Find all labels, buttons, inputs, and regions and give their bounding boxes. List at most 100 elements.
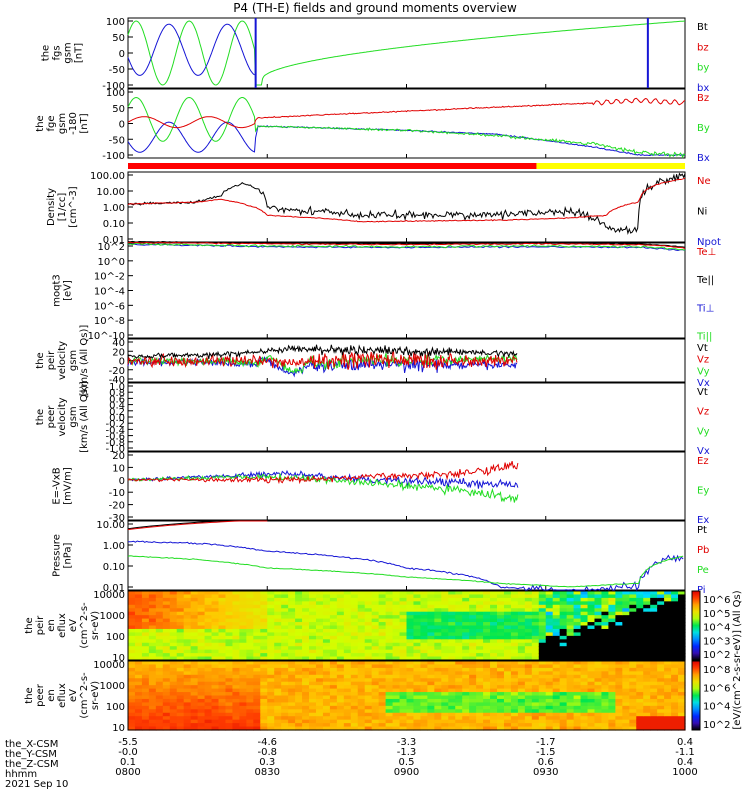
spectrogram-peir-cell — [476, 642, 484, 647]
spectrogram-peir-cell — [176, 615, 185, 620]
y-axis-label-8-1: [nPa] — [63, 542, 74, 568]
y-tick-label-6-0: 1.0 — [109, 382, 125, 393]
spectrogram-peir-cell — [608, 611, 616, 616]
spectrogram-peir-cell — [392, 632, 401, 637]
spectrogram-peir-cell — [594, 656, 603, 661]
spectrogram-peir-cell — [211, 653, 220, 658]
spectrogram-peer-cell — [267, 681, 275, 686]
spectrogram-peir-cell — [134, 642, 143, 647]
spectrogram-peir-cell — [141, 618, 150, 623]
spectrogram-peir-cell — [309, 625, 317, 630]
spectrogram-peer-cell — [601, 719, 610, 724]
spectrogram-peer-cell — [671, 664, 679, 669]
spectrogram-peir-cell — [281, 642, 289, 647]
spectrogram-peer-cell — [232, 709, 240, 714]
spectrogram-peir-cell — [664, 618, 672, 623]
spectrogram-peir-cell — [350, 649, 359, 654]
spectrogram-peir-cell — [169, 632, 178, 637]
spectrogram-peer-cell — [524, 723, 533, 728]
spectrogram-peer-cell — [246, 681, 254, 686]
spectrogram-peir-cell — [253, 611, 261, 616]
spectrogram-peir-cell — [524, 611, 533, 616]
legend-6-Vt: Vt — [697, 387, 708, 398]
spectrogram-peer-cell — [134, 664, 143, 669]
x-tick-label-3-2: 0900 — [394, 767, 419, 778]
spectrogram-peer-cell — [309, 674, 317, 679]
spectrogram-peer-cell — [211, 664, 220, 669]
y-axis-label-1-0: the — [35, 115, 46, 131]
spectrogram-peir-cell — [378, 601, 387, 606]
spectrogram-peer-cell — [497, 726, 505, 731]
spectrogram-peir-cell — [608, 615, 616, 620]
spectrogram-peer-cell — [497, 698, 505, 703]
spectrogram-peer-cell — [601, 685, 610, 690]
spectrogram-peer-cell — [671, 671, 679, 676]
spectrogram-peer-cell — [260, 723, 268, 728]
spectrogram-peir-cell — [524, 601, 533, 606]
spectrogram-peer-cell — [483, 723, 491, 728]
spectrogram-peer-cell — [517, 688, 526, 693]
spectrogram-peer-cell — [350, 726, 359, 731]
spectrogram-peer-cell — [148, 681, 157, 686]
spectrogram-peer-cell — [671, 695, 679, 700]
spectrogram-peer-cell — [678, 726, 686, 731]
spectrogram-peir-cell — [476, 604, 484, 609]
spectrogram-peir-cell — [490, 639, 498, 644]
spectrogram-peir-cell — [302, 625, 310, 630]
spectrogram-peir-cell — [239, 604, 247, 609]
spectrogram-peer-cell — [636, 695, 644, 700]
spectrogram-peer-cell — [295, 661, 303, 666]
spectrogram-peer-cell — [134, 678, 143, 683]
spectrogram-peir-cell — [183, 635, 192, 640]
spectrogram-peir-cell — [295, 611, 303, 616]
spectrogram-peir-cell — [364, 601, 373, 606]
spectrogram-peer-cell — [538, 674, 547, 679]
spectrogram-peer-cell — [204, 678, 213, 683]
spectrogram-peir-cell — [531, 622, 540, 627]
spectrogram-peer-cell — [392, 719, 401, 724]
spectrogram-peer-cell — [155, 726, 164, 731]
spectrogram-peer-cell — [594, 719, 603, 724]
spectrogram-peer-cell — [657, 705, 665, 710]
spectrogram-peer-cell — [608, 664, 616, 669]
spectrogram-peir-cell — [657, 594, 665, 599]
spectrogram-peir-cell — [128, 611, 136, 616]
spectrogram-peir-cell — [211, 601, 220, 606]
spectrogram-peer-cell — [545, 726, 554, 731]
spectrogram-peir-cell — [608, 618, 616, 623]
spectrogram-peer-cell — [517, 723, 526, 728]
spectrogram-peer-cell — [141, 716, 150, 721]
spectrogram-peir-cell — [162, 625, 171, 630]
spectrogram-peer-cell — [531, 688, 540, 693]
spectrogram-peir-cell — [141, 656, 150, 661]
spectrogram-peer-cell — [218, 698, 227, 703]
spectrogram-peer-cell — [260, 667, 268, 672]
spectrogram-peer-cell — [483, 664, 491, 669]
spectrogram-peer-cell — [678, 688, 686, 693]
spectrogram-peer-cell — [399, 678, 408, 683]
spectrogram-peir-cell — [190, 642, 199, 647]
spectrogram-peir-cell — [204, 639, 213, 644]
spectrogram-peer-cell — [608, 709, 616, 714]
spectrogram-peir-cell — [434, 608, 442, 613]
spectrogram-peir-cell — [601, 628, 610, 633]
spectrogram-peir-cell — [441, 628, 449, 633]
spectrogram-peir-cell — [281, 656, 289, 661]
spectrogram-peer-cell — [267, 723, 275, 728]
spectrogram-peir-cell — [364, 597, 373, 602]
spectrogram-peir-cell — [309, 649, 317, 654]
spectrogram-peir-cell — [128, 628, 136, 633]
spectrogram-peer-cell — [587, 712, 596, 717]
spectrogram-peer-cell — [650, 692, 658, 697]
y-axis-label-5-1: peir — [46, 350, 57, 370]
spectrogram-peer-cell — [371, 685, 380, 690]
spectrogram-peer-cell — [260, 712, 268, 717]
spectrogram-peer-cell — [517, 719, 526, 724]
spectrogram-peer-cell — [204, 671, 213, 676]
spectrogram-peir-cell — [545, 618, 554, 623]
spectrogram-peer-cell — [302, 705, 310, 710]
spectrogram-peer-cell — [566, 681, 575, 686]
spectrogram-peir-cell — [315, 656, 324, 661]
spectrogram-peir-cell — [260, 618, 268, 623]
spectrogram-peer-cell — [176, 698, 185, 703]
